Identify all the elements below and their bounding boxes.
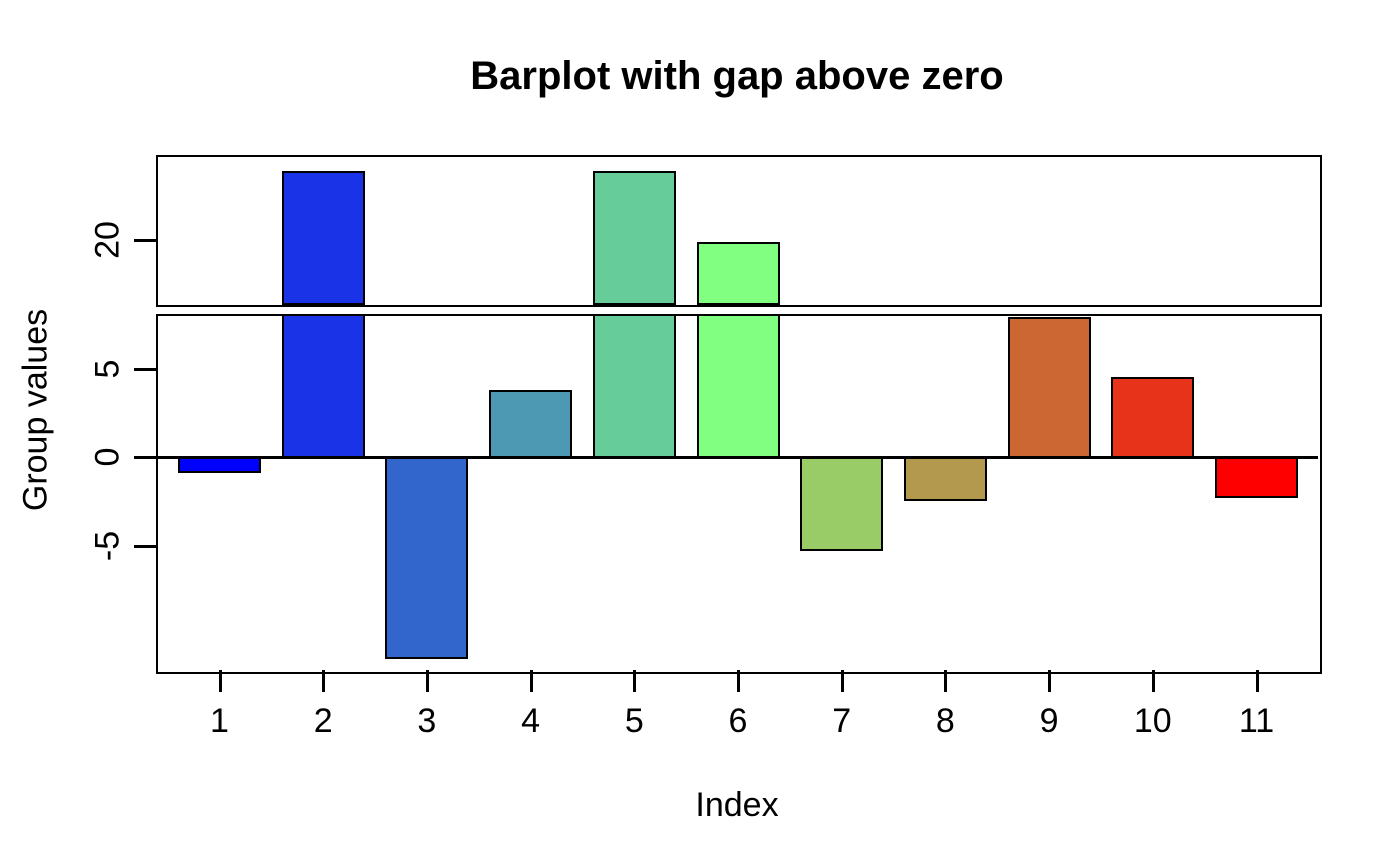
- y-tick-5: [134, 367, 156, 371]
- bar-2: [281, 314, 365, 458]
- x-tick-2: [322, 670, 326, 692]
- y-tick-label--5: -5: [88, 530, 127, 561]
- x-axis-title: Index: [695, 786, 779, 824]
- x-tick-label-4: 4: [521, 702, 541, 740]
- x-tick-3: [425, 670, 429, 692]
- lower-panel-box: [156, 314, 1322, 674]
- x-tick-10: [1151, 670, 1155, 692]
- bar-2-upper-segment: [281, 170, 365, 305]
- x-tick-label-7: 7: [832, 702, 852, 740]
- x-tick-label-3: 3: [417, 702, 437, 740]
- y-tick-0: [134, 456, 156, 459]
- x-tick-7: [840, 670, 844, 692]
- bar-6-upper-segment: [696, 241, 780, 305]
- x-tick-1: [218, 670, 222, 692]
- x-tick-label-8: 8: [935, 702, 955, 740]
- x-tick-label-5: 5: [624, 702, 644, 740]
- x-tick-8: [944, 670, 948, 692]
- y-tick-label-5: 5: [88, 359, 127, 378]
- x-tick-label-11: 11: [1238, 702, 1275, 740]
- x-tick-5: [633, 670, 637, 692]
- bar-3: [385, 457, 469, 659]
- y-axis-title: Group values: [16, 308, 55, 512]
- bar-9: [1007, 317, 1091, 458]
- bar-5-upper-segment: [592, 170, 676, 305]
- x-tick-label-2: 2: [313, 702, 333, 740]
- x-tick-9: [1048, 670, 1052, 692]
- y-tick--5: [134, 544, 156, 548]
- x-tick-label-9: 9: [1039, 702, 1059, 740]
- x-tick-4: [529, 670, 533, 692]
- x-tick-label-6: 6: [728, 702, 748, 740]
- upper-panel-box: [156, 155, 1322, 307]
- y-tick-label-0: 0: [88, 447, 127, 467]
- chart-title: Barplot with gap above zero: [470, 54, 1004, 98]
- x-tick-label-10: 10: [1133, 702, 1172, 740]
- bar-6: [696, 314, 780, 458]
- y-tick-20: [134, 239, 156, 242]
- bar-4: [489, 389, 573, 458]
- x-tick-6: [737, 670, 740, 692]
- x-tick-label-1: 1: [210, 702, 229, 740]
- y-tick-label-20: 20: [88, 221, 127, 259]
- x-tick-11: [1255, 670, 1259, 692]
- bar-10: [1111, 377, 1195, 458]
- zero-baseline: [156, 456, 1318, 459]
